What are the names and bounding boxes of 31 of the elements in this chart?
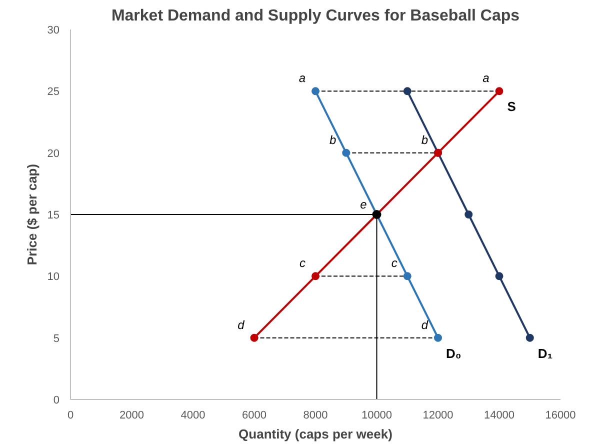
y-tick-label: 15: [47, 210, 60, 222]
y-tick-label: 5: [53, 332, 60, 345]
y-tick-label: 25: [47, 86, 60, 98]
y-tick-label: 30: [47, 24, 60, 36]
x-tick-label: 16000: [545, 410, 576, 422]
series-label: S: [507, 99, 516, 114]
annotation: d: [238, 318, 245, 332]
y-tick-label: 20: [47, 148, 60, 160]
x-tick-label: 2000: [120, 410, 144, 422]
annotation: e: [360, 198, 368, 212]
x-tick-label: 12000: [422, 410, 454, 422]
y-axis-title: Price ($ per cap): [24, 164, 40, 266]
annotation: b: [421, 132, 428, 147]
annotation: d: [421, 318, 428, 332]
series-label: D₁: [538, 346, 553, 361]
series-label: D₀: [446, 346, 462, 361]
y-tick-label: 0: [53, 394, 60, 406]
annotation: a: [298, 71, 306, 86]
x-tick-label: 6000: [242, 410, 266, 422]
annotation: b: [329, 132, 336, 147]
annotation: c: [391, 256, 398, 270]
chart-title: Market Demand and Supply Curves for Baseball Caps: [111, 8, 520, 24]
x-tick-label: 0: [67, 410, 74, 422]
y-tick-label: 10: [47, 271, 60, 284]
annotation: a: [482, 71, 490, 86]
x-axis-title: Quantity (caps per week): [238, 426, 392, 442]
x-tick-label: 8000: [303, 410, 328, 422]
x-tick-label: 14000: [484, 410, 515, 422]
x-tick-label: 10000: [361, 410, 392, 422]
annotation: c: [300, 256, 306, 270]
x-tick-label: 4000: [180, 410, 206, 422]
